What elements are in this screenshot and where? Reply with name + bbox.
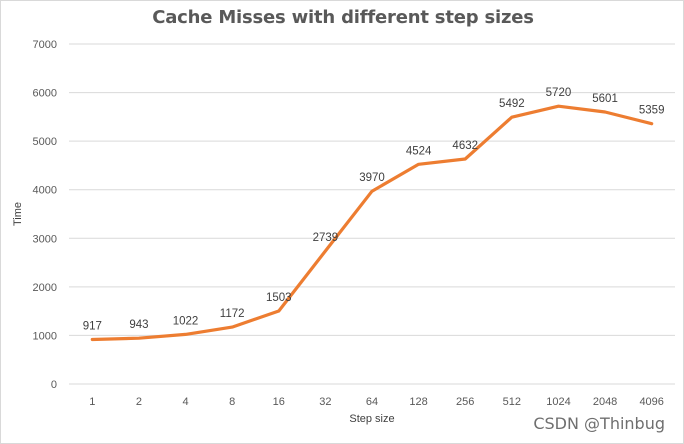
series-layer xyxy=(90,104,654,342)
data-label: 917 xyxy=(83,320,102,332)
x-tick-label: 256 xyxy=(456,396,474,408)
x-tick-label: 32 xyxy=(319,396,331,408)
data-label: 2739 xyxy=(313,232,339,244)
data-label: 1022 xyxy=(173,315,199,327)
x-tick-label: 512 xyxy=(503,396,521,408)
x-axis-title: Step size xyxy=(349,413,394,425)
y-tick-label: 2000 xyxy=(33,282,57,294)
x-tick-label: 16 xyxy=(273,396,285,408)
data-label: 5720 xyxy=(546,87,572,99)
data-label: 4524 xyxy=(406,145,432,157)
data-label: 943 xyxy=(129,319,148,331)
axes: 0 1000 2000 3000 4000 5000 6000 7000 1 2 4 8 16 32 64 1… xyxy=(33,39,664,408)
y-tick-label: 1000 xyxy=(33,330,57,342)
gridlines xyxy=(69,43,675,385)
y-tick-label: 6000 xyxy=(33,88,57,100)
x-tick-label: 2 xyxy=(136,396,142,408)
data-label: 5601 xyxy=(592,93,618,105)
x-tick-label: 4096 xyxy=(639,396,663,408)
data-label: 4632 xyxy=(452,140,478,152)
x-tick-label: 64 xyxy=(366,396,378,408)
data-label: 5492 xyxy=(499,98,525,110)
data-labels: 917 943 1022 1172 1503 2739 3970 4524 4632 5492 57… xyxy=(83,87,665,332)
y-tick-label: 5000 xyxy=(33,136,57,148)
y-axis-title: Time xyxy=(12,202,24,226)
y-tick-label: 4000 xyxy=(33,185,57,197)
x-tick-label: 4 xyxy=(182,396,188,408)
data-label: 1503 xyxy=(266,292,292,304)
x-tick-label: 1 xyxy=(89,396,95,408)
chart-title: Cache Misses with different step sizes xyxy=(152,7,534,28)
x-tick-label: 2048 xyxy=(593,396,617,408)
y-tick-label: 7000 xyxy=(33,39,57,51)
y-tick-label: 0 xyxy=(51,379,57,391)
data-label: 1172 xyxy=(220,308,245,320)
data-label: 5359 xyxy=(639,105,665,117)
x-tick-label: 128 xyxy=(409,396,427,408)
x-tick-label: 8 xyxy=(229,396,235,408)
data-label: 3970 xyxy=(359,172,385,184)
watermark: CSDN @Thinbug xyxy=(533,414,665,433)
series-line xyxy=(90,104,654,342)
y-tick-label: 3000 xyxy=(33,233,57,245)
x-tick-label: 1024 xyxy=(546,396,570,408)
